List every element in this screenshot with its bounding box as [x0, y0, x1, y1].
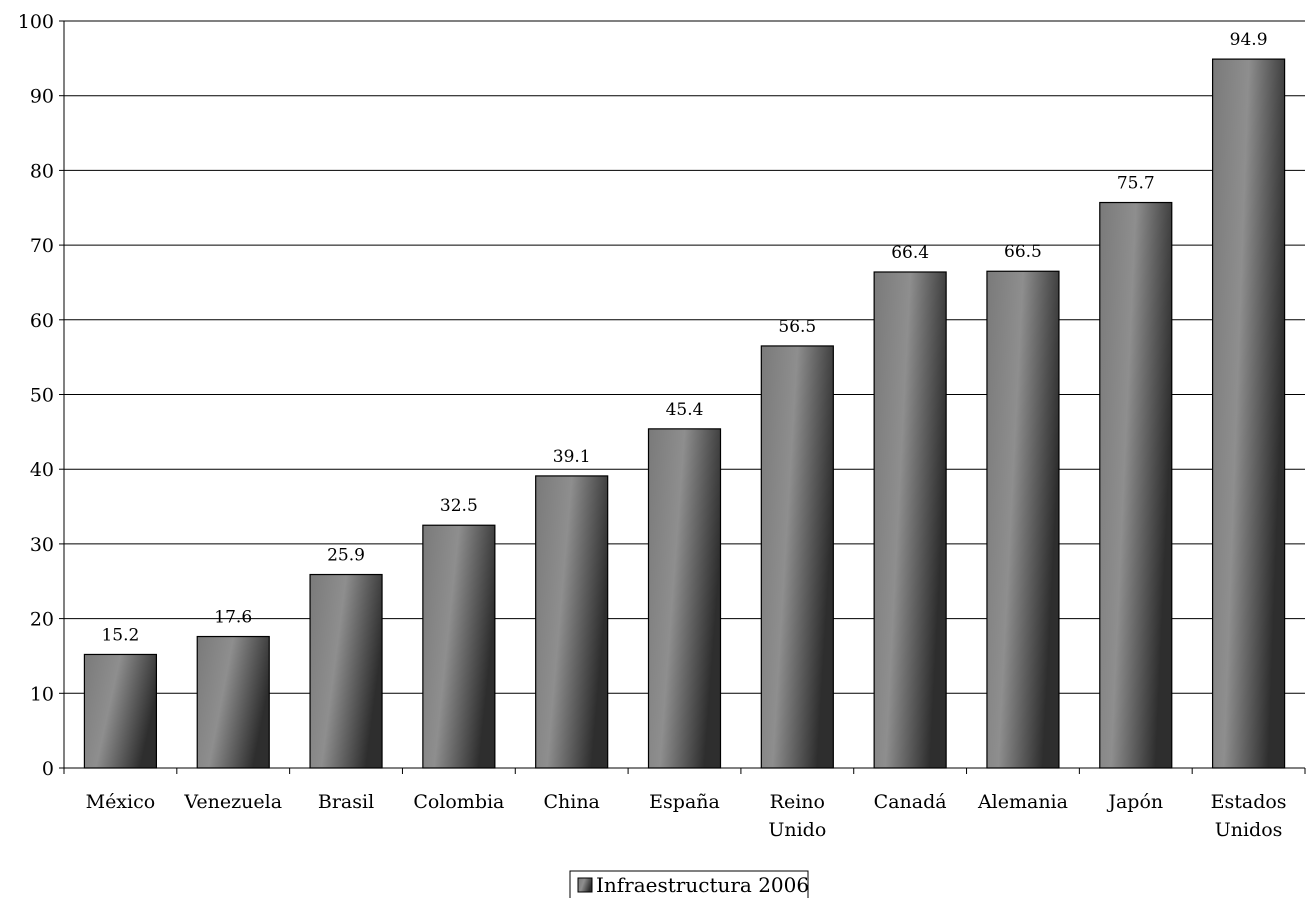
bar [1211, 58, 1286, 769]
y-tick-label: 20 [30, 609, 54, 631]
x-category-label: Venezuela [183, 791, 282, 813]
y-tick-label: 80 [30, 160, 54, 182]
data-label: 56.5 [778, 317, 816, 337]
x-category-label: Brasil [318, 791, 374, 813]
bar [986, 270, 1060, 769]
legend-box [569, 870, 809, 898]
data-label: 25.9 [327, 546, 365, 566]
data-label: 75.7 [1117, 174, 1155, 194]
gridlines [64, 20, 1305, 694]
x-category-label: Unidos [1215, 819, 1283, 841]
y-tick-label: 70 [30, 235, 54, 257]
y-tick-label: 0 [42, 758, 54, 780]
bar [535, 475, 609, 769]
legend: Infraestructura 2006 [569, 870, 809, 898]
x-category-label: Japón [1106, 791, 1163, 813]
x-category-label: España [649, 791, 720, 813]
y-tick-label: 10 [30, 683, 54, 705]
y-tick-label: 50 [30, 385, 54, 407]
legend-label: Infraestructura 2006 [596, 873, 809, 897]
x-category-label: Unido [768, 819, 826, 841]
y-tick-label: 60 [30, 310, 54, 332]
bar [1099, 201, 1173, 769]
bar [83, 653, 158, 769]
x-category-label: Reino [770, 791, 825, 813]
bars [83, 58, 1286, 769]
data-label: 17.6 [214, 608, 252, 628]
x-category-label: Estados [1211, 791, 1287, 813]
bar [309, 573, 383, 769]
data-label: 66.5 [1004, 242, 1042, 262]
bar [873, 271, 947, 769]
x-category-label: México [86, 791, 156, 813]
bar [760, 345, 834, 769]
bar [196, 635, 270, 769]
data-label: 39.1 [553, 447, 591, 467]
x-category-label: Canadá [874, 791, 947, 813]
x-category-label: China [543, 791, 599, 813]
data-label: 94.9 [1230, 30, 1268, 50]
bar [647, 428, 722, 769]
y-tick-label: 90 [30, 86, 54, 108]
y-tick-label: 30 [30, 534, 54, 556]
y-tick-label: 40 [30, 459, 54, 481]
data-label: 66.4 [891, 243, 929, 263]
legend-swatch [577, 877, 593, 893]
x-category-label: Colombia [413, 791, 504, 813]
data-label: 15.2 [101, 625, 139, 645]
bar [422, 524, 496, 769]
data-label: 32.5 [440, 496, 478, 516]
data-labels: 15.2 17.6 25.9 32.5 39.1 45.4 56.5 66.4 66.5 75.7… [101, 30, 1267, 645]
data-label: 45.4 [666, 400, 704, 420]
x-category-label: Alemania [977, 791, 1068, 813]
y-tick-label: 100 [18, 11, 54, 33]
